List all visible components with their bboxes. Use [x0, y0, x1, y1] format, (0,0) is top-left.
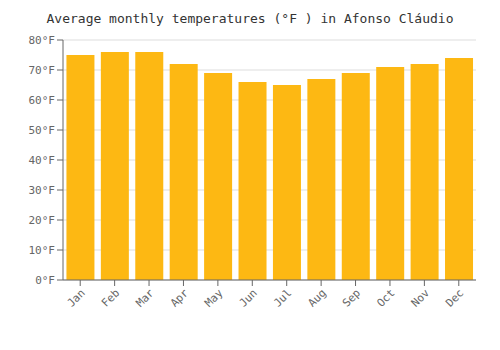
svg-text:60°F: 60°F — [29, 94, 56, 107]
svg-text:Dec: Dec — [443, 286, 466, 309]
svg-text:0°F: 0°F — [35, 274, 55, 287]
svg-text:Nov: Nov — [409, 286, 433, 310]
html-text:Average monthly temperatures (: Average monthly temperatures (°F ) in Af… — [46, 11, 454, 26]
svg-text:Aug: Aug — [306, 286, 329, 309]
svg-text:20°F: 20°F — [29, 214, 56, 227]
svg-text:10°F: 10°F — [29, 244, 56, 257]
svg-text:Oct: Oct — [374, 286, 397, 309]
svg-text:Jul: Jul — [271, 286, 294, 309]
svg-text:30°F: 30°F — [29, 184, 56, 197]
svg-text:Feb: Feb — [99, 286, 122, 309]
svg-text:40°F: 40°F — [29, 154, 56, 167]
svg-text:May: May — [202, 286, 226, 310]
svg-text:Jun: Jun — [237, 286, 260, 309]
svg-text:Jan: Jan — [65, 286, 88, 309]
svg-text:Apr: Apr — [168, 286, 192, 310]
svg-text:50°F: 50°F — [29, 124, 56, 137]
svg-text:70°F: 70°F — [29, 64, 56, 77]
svg-text:Sep: Sep — [340, 286, 363, 309]
svg-text:80°F: 80°F — [29, 34, 56, 47]
svg-text:Mar: Mar — [133, 286, 157, 310]
